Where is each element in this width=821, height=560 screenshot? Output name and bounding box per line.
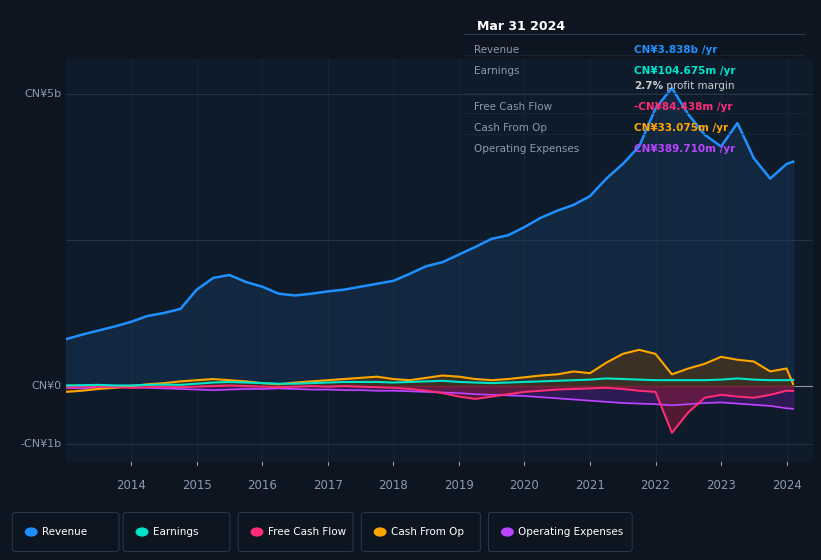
Text: Cash From Op: Cash From Op bbox=[474, 123, 547, 133]
Text: Free Cash Flow: Free Cash Flow bbox=[474, 102, 553, 112]
Text: 2024: 2024 bbox=[772, 479, 801, 492]
Text: -CN¥1b: -CN¥1b bbox=[21, 440, 62, 450]
Text: CN¥33.075m /yr: CN¥33.075m /yr bbox=[635, 123, 728, 133]
Text: -CN¥84.438m /yr: -CN¥84.438m /yr bbox=[635, 102, 732, 112]
Text: 2.7%: 2.7% bbox=[635, 81, 663, 91]
Text: Revenue: Revenue bbox=[474, 45, 519, 55]
Text: 2017: 2017 bbox=[313, 479, 342, 492]
Text: Earnings: Earnings bbox=[153, 527, 198, 537]
Text: CN¥0: CN¥0 bbox=[32, 381, 62, 391]
Text: CN¥5b: CN¥5b bbox=[25, 89, 62, 99]
Text: 2018: 2018 bbox=[378, 479, 408, 492]
Text: 2016: 2016 bbox=[247, 479, 277, 492]
Text: CN¥104.675m /yr: CN¥104.675m /yr bbox=[635, 66, 736, 76]
Text: profit margin: profit margin bbox=[663, 81, 735, 91]
Text: CN¥389.710m /yr: CN¥389.710m /yr bbox=[635, 144, 736, 155]
Text: Operating Expenses: Operating Expenses bbox=[518, 527, 623, 537]
Text: Operating Expenses: Operating Expenses bbox=[474, 144, 580, 155]
Text: Free Cash Flow: Free Cash Flow bbox=[268, 527, 346, 537]
Text: Earnings: Earnings bbox=[474, 66, 520, 76]
Text: 2015: 2015 bbox=[182, 479, 212, 492]
Text: 2022: 2022 bbox=[640, 479, 671, 492]
Text: Cash From Op: Cash From Op bbox=[391, 527, 464, 537]
Text: 2019: 2019 bbox=[444, 479, 474, 492]
Text: Mar 31 2024: Mar 31 2024 bbox=[478, 21, 566, 34]
Text: 2023: 2023 bbox=[706, 479, 736, 492]
Text: Revenue: Revenue bbox=[42, 527, 87, 537]
Text: CN¥3.838b /yr: CN¥3.838b /yr bbox=[635, 45, 718, 55]
Text: 2021: 2021 bbox=[575, 479, 605, 492]
Text: 2020: 2020 bbox=[510, 479, 539, 492]
Text: 2014: 2014 bbox=[117, 479, 146, 492]
